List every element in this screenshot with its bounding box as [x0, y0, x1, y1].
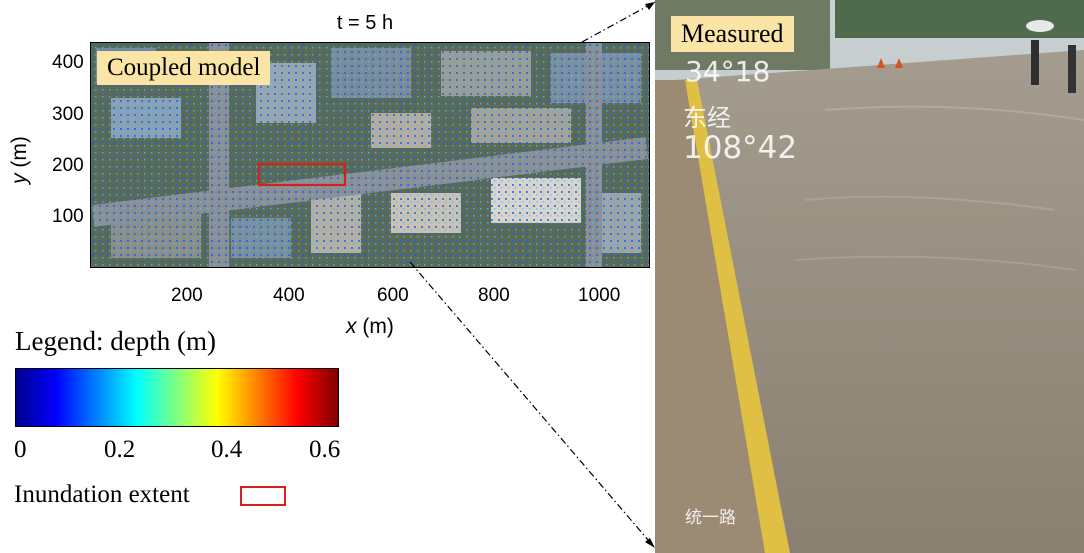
inundation-extent-label: Inundation extent	[14, 481, 190, 508]
legend-tick-0-2: 0.2	[104, 436, 136, 463]
legend-title: Legend: depth (m)	[15, 326, 216, 356]
legend-tick-0-4: 0.4	[211, 436, 243, 463]
inundation-extent-box	[257, 162, 347, 187]
y-tick-300: 300	[52, 104, 84, 125]
x-tick-800: 800	[478, 285, 510, 306]
x-tick-200: 200	[171, 285, 203, 306]
legend-tick-0: 0	[14, 436, 27, 463]
overlay-east-longitude-label: 东经	[683, 104, 731, 132]
y-tick-400: 400	[52, 52, 84, 73]
overlay-road-name: 统一路	[685, 508, 736, 528]
y-tick-100: 100	[52, 206, 84, 227]
inundation-extent-swatch	[240, 486, 286, 506]
overlay-longitude: 108°42	[683, 130, 798, 166]
x-tick-400: 400	[273, 285, 305, 306]
x-tick-1000: 1000	[578, 285, 621, 306]
legend-tick-0-6: 0.6	[309, 436, 341, 463]
measured-photo-image	[655, 0, 1084, 553]
overlay-latitude: 34°18	[685, 55, 771, 88]
x-tick-600: 600	[377, 285, 409, 306]
depth-colorbar	[15, 368, 339, 427]
x-axis-label: x (m)	[346, 315, 394, 338]
aerial-map: Coupled model	[90, 42, 650, 268]
chart-title: t = 5 h	[336, 12, 394, 34]
coupled-model-label: Coupled model	[97, 51, 271, 85]
measured-label: Measured	[671, 16, 794, 52]
y-tick-200: 200	[52, 155, 84, 176]
measured-photo: Measured 34°18 东经 108°42 统一路	[655, 0, 1084, 553]
